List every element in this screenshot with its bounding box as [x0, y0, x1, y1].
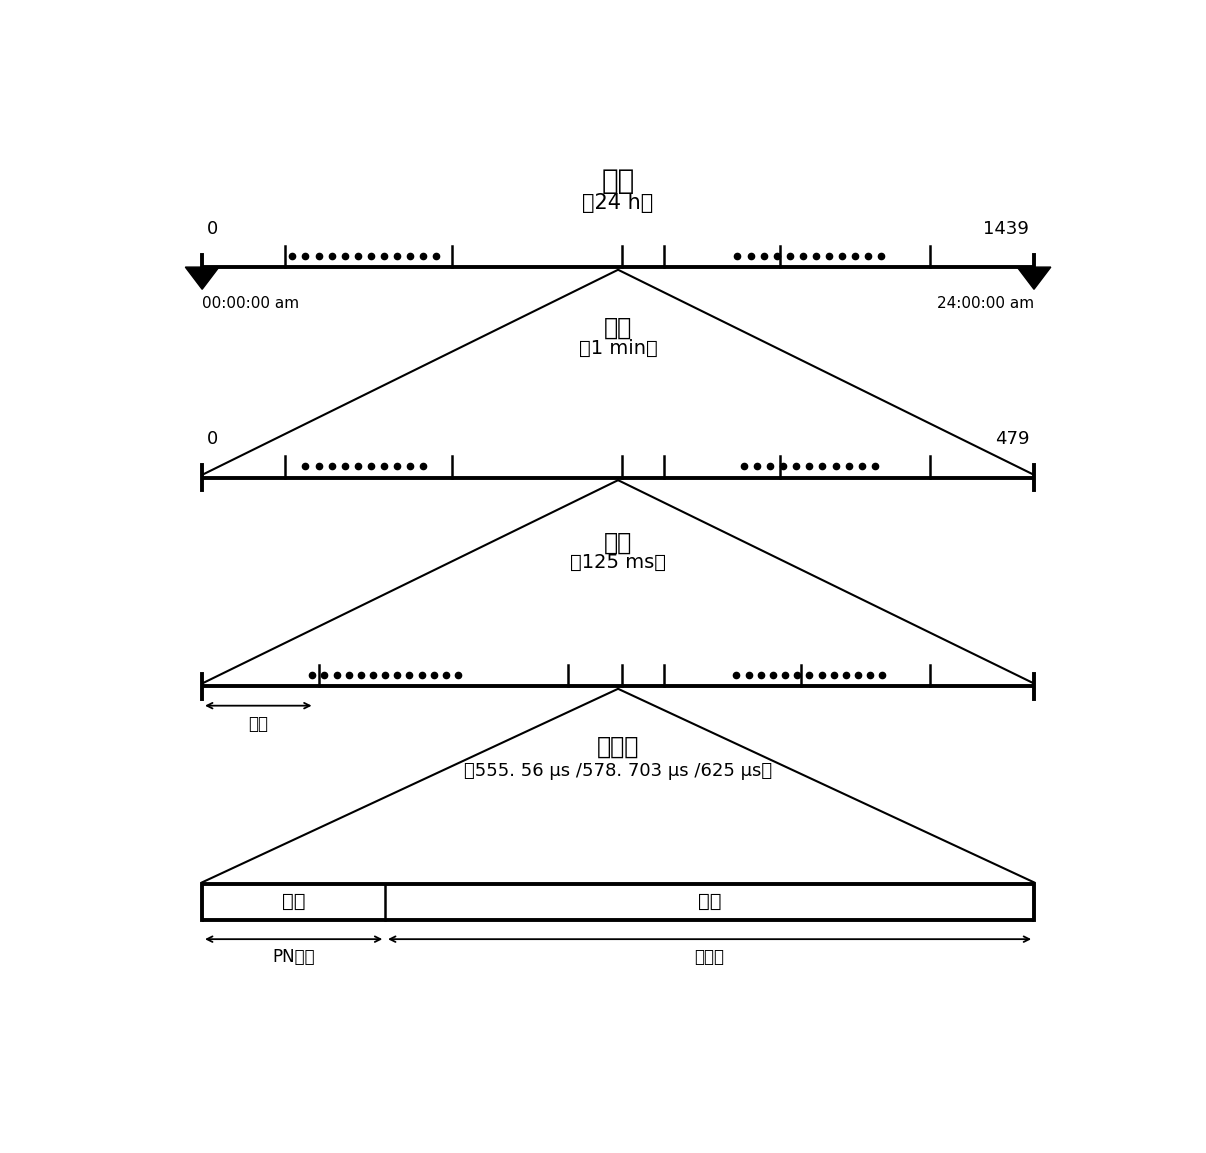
Text: 0: 0 [207, 220, 218, 238]
Text: 00:00:00 am: 00:00:00 am [203, 296, 299, 311]
Text: （555. 56 μs /578. 703 μs /625 μs）: （555. 56 μs /578. 703 μs /625 μs） [464, 762, 772, 779]
Text: （24 h）: （24 h） [582, 194, 654, 213]
Text: 0: 0 [207, 430, 218, 449]
Text: PN序列: PN序列 [273, 948, 315, 966]
Text: 帧体: 帧体 [698, 892, 721, 911]
Polygon shape [1017, 267, 1050, 289]
Text: 日帧: 日帧 [602, 167, 634, 195]
Text: 数据块: 数据块 [695, 948, 725, 966]
Text: （125 ms）: （125 ms） [570, 552, 666, 572]
Text: 分帧: 分帧 [604, 316, 632, 340]
Text: 24:00:00 am: 24:00:00 am [937, 296, 1034, 311]
Text: 479: 479 [995, 430, 1029, 449]
Text: 帧头: 帧头 [282, 892, 305, 911]
Polygon shape [186, 267, 219, 289]
Text: 超帧: 超帧 [604, 530, 632, 555]
Text: 1439: 1439 [983, 220, 1029, 238]
Text: 信号帧: 信号帧 [597, 734, 639, 759]
Text: 首帧: 首帧 [248, 715, 268, 732]
Text: （1 min）: （1 min） [579, 339, 657, 357]
